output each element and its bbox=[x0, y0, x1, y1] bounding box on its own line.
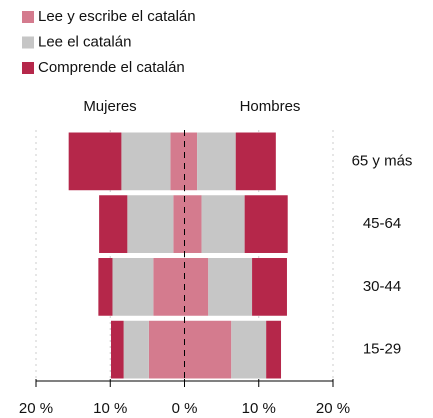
legend-label: Lee y escribe el catalán bbox=[38, 8, 196, 25]
x-tick-label: 10 % bbox=[242, 400, 276, 417]
x-tick-label: 20 % bbox=[316, 400, 350, 417]
bar-segment bbox=[153, 258, 185, 316]
bar-segment bbox=[127, 195, 174, 253]
legend-swatch bbox=[22, 62, 34, 74]
bar-segment bbox=[197, 132, 236, 191]
legend-swatch bbox=[22, 36, 34, 49]
x-tick-label: 0 % bbox=[172, 400, 198, 417]
bar-segment bbox=[112, 258, 154, 316]
bar-segment bbox=[208, 258, 253, 316]
legend-swatch bbox=[22, 11, 34, 23]
bar-segment bbox=[121, 132, 171, 191]
bar-segment bbox=[235, 132, 276, 191]
bar-segment bbox=[98, 258, 113, 316]
category-label: 30-44 bbox=[363, 278, 401, 295]
bar-segment bbox=[173, 195, 185, 253]
x-tick-label: 10 % bbox=[93, 400, 127, 417]
left-panel-label: Mujeres bbox=[83, 98, 136, 115]
bar-segment bbox=[184, 132, 198, 191]
category-label: 45-64 bbox=[363, 215, 401, 232]
bar-segment bbox=[123, 320, 149, 379]
legend-label: Lee el catalán bbox=[38, 33, 131, 50]
category-label: 15-29 bbox=[363, 341, 401, 358]
bar-segment bbox=[184, 320, 232, 379]
bar-segment bbox=[99, 195, 128, 253]
bar-segment bbox=[184, 195, 202, 253]
bar-segment bbox=[231, 320, 267, 379]
bar-segment bbox=[170, 132, 185, 191]
bar-segment bbox=[266, 320, 282, 379]
bar-segment bbox=[201, 195, 245, 253]
bar-segment bbox=[68, 132, 122, 191]
bar-segment bbox=[252, 258, 287, 316]
bar-segment bbox=[184, 258, 209, 316]
x-tick-label: 20 % bbox=[19, 400, 53, 417]
bar-segment bbox=[244, 195, 288, 253]
legend-label: Comprende el catalán bbox=[38, 59, 185, 76]
category-label: 65 y más bbox=[352, 152, 413, 169]
bar-segment bbox=[148, 320, 185, 379]
bar-segment bbox=[110, 320, 124, 379]
right-panel-label: Hombres bbox=[240, 98, 301, 115]
